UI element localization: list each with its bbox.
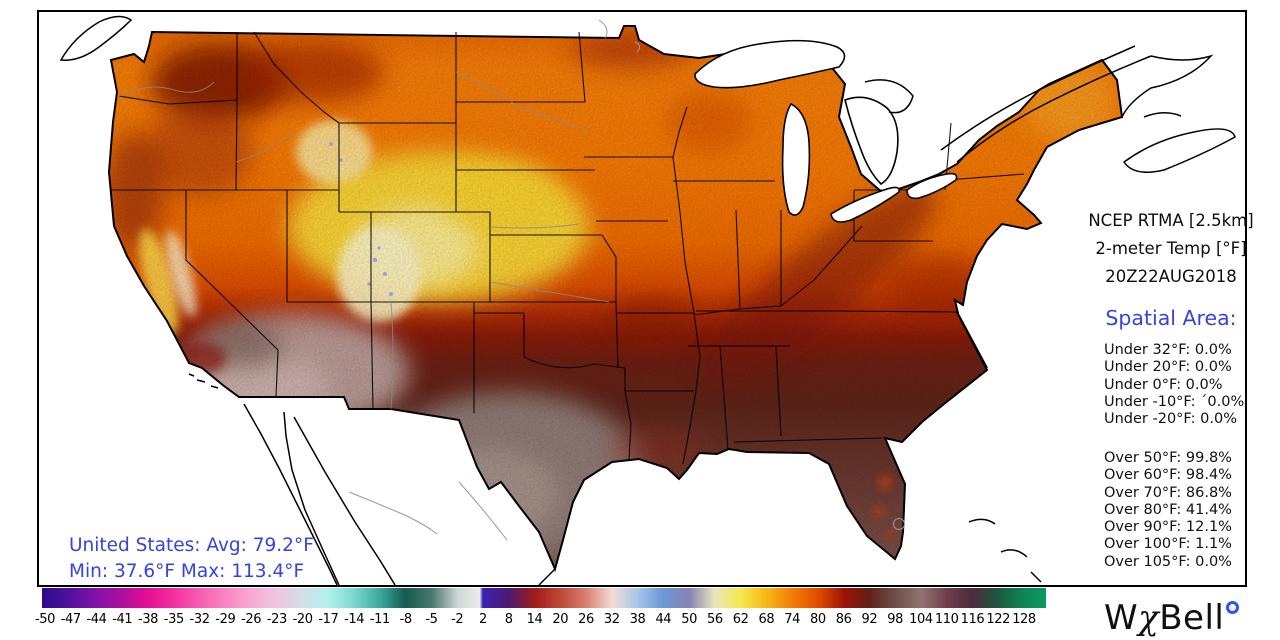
mountain-cold-specks xyxy=(329,142,393,296)
colorbar-tick: -32 xyxy=(189,612,210,627)
colorbar-tick: 44 xyxy=(655,612,672,627)
colorbar-tick: -26 xyxy=(241,612,262,627)
us-temperature-map xyxy=(59,15,1236,585)
colorbar-tick: 56 xyxy=(706,612,723,627)
lake-michigan xyxy=(781,102,811,216)
logo-w: W xyxy=(1104,598,1139,638)
colorbar-tick: -17 xyxy=(318,612,339,627)
spatial-area-heading: Spatial Area: xyxy=(1105,306,1237,330)
foreign-coastlines xyxy=(59,15,1236,585)
stat-line: Over 100°F: 1.1% xyxy=(1104,536,1232,553)
colorbar-tick: 74 xyxy=(784,612,800,627)
gaspe-coast xyxy=(1121,54,1214,118)
colorbar-tick: 122 xyxy=(986,612,1011,627)
colorbar-gradient xyxy=(42,588,1046,608)
rivers xyxy=(118,71,610,410)
stat-line: Over 90°F: 12.1% xyxy=(1104,519,1232,536)
baja-california-east xyxy=(283,411,340,585)
colorbar-tick: 110 xyxy=(934,612,959,627)
state-boundaries xyxy=(111,31,1025,465)
nova-scotia xyxy=(1122,128,1236,173)
stat-line: Over 60°F: 98.4% xyxy=(1104,467,1232,484)
colorbar-tick: -14 xyxy=(344,612,365,627)
georgian-bay xyxy=(864,79,914,114)
summary-avg: United States: Avg: 79.2°F xyxy=(69,535,314,556)
colorbar-tick: 50 xyxy=(681,612,697,627)
lake-erie xyxy=(830,186,900,223)
stat-line: Over 80°F: 41.4% xyxy=(1104,501,1232,518)
colorbar-tick: -44 xyxy=(86,612,107,627)
mexico-gulf-coast xyxy=(538,568,556,585)
product-valid-time: 20Z22AUG2018 xyxy=(1105,267,1237,286)
colorbar-tick: 38 xyxy=(629,612,646,627)
product-name: NCEP RTMA [2.5km] xyxy=(1088,211,1254,230)
product-header: NCEP RTMA [2.5km] 2-meter Temp [°F] 20Z2… xyxy=(1085,207,1257,291)
stat-line: Over 50°F: 99.8% xyxy=(1104,450,1232,466)
logo-bell: Bell xyxy=(1159,598,1225,638)
colorbar-tick: -11 xyxy=(369,612,390,627)
colorbar-tick: 68 xyxy=(758,612,775,627)
us-summary-stats: United States: Avg: 79.2°F Min: 37.6°F M… xyxy=(69,533,314,584)
st-lawrence-south-shore xyxy=(956,55,1152,163)
colorbar-tick: -41 xyxy=(112,612,133,627)
great-lakes xyxy=(694,39,958,223)
temperature-colorbar: -50 -47 -44 -41 -38 -35 -32 -29 -26 -23 -20 -17 -14-… xyxy=(35,588,1046,627)
vancouver-island xyxy=(59,15,133,61)
colorbar-tick: 26 xyxy=(578,612,594,627)
colorbar-tick: 2 xyxy=(479,612,487,627)
colorbar-tick: -20 xyxy=(292,612,313,627)
colorbar-tick: 80 xyxy=(810,612,826,627)
logo-degree-icon xyxy=(1226,601,1240,614)
stat-line: Over 70°F: 86.8% xyxy=(1104,484,1232,501)
colorbar-tick: 98 xyxy=(887,612,904,627)
map-frame xyxy=(37,10,1247,587)
weatherbell-logo: WχBell xyxy=(1104,598,1240,638)
summary-min-max: Min: 37.6°F Max: 113.4°F xyxy=(69,560,305,582)
colorbar-tick: -5 xyxy=(425,612,438,627)
lake-superior xyxy=(694,39,846,89)
stat-line: Over 105°F: 0.0% xyxy=(1104,553,1232,570)
stat-line: Under 32°F: 0.0% xyxy=(1104,342,1232,358)
colorbar-tick: -2 xyxy=(451,612,464,627)
logo-chi-glyph: χ xyxy=(1138,598,1160,638)
over-threshold-list: Over 50°F: 99.8% Over 60°F: 98.4% Over 7… xyxy=(1104,450,1232,571)
colorbar-tick: 116 xyxy=(960,612,985,627)
colorbar-tick: -35 xyxy=(163,612,184,627)
colorbar-tick: 92 xyxy=(861,612,878,627)
colorbar-tick: 104 xyxy=(909,612,933,627)
st-lawrence-north-shore xyxy=(940,45,1136,151)
colorbar-tick: 86 xyxy=(835,612,852,627)
lake-huron xyxy=(844,96,899,186)
stat-line: Under -20°F: 0.0% xyxy=(1104,411,1237,428)
foreign-interior-lines xyxy=(348,19,905,541)
prince-edward-island xyxy=(1143,112,1182,118)
baja-california-west xyxy=(243,403,338,585)
product-variable: 2-meter Temp [°F] xyxy=(1095,239,1247,258)
colorbar-tick: -29 xyxy=(215,612,236,627)
colorbar-tick: 8 xyxy=(504,612,513,627)
bahamas xyxy=(968,518,1042,583)
us-fill xyxy=(108,25,1123,570)
colorbar-tick: 128 xyxy=(1012,612,1036,627)
colorbar-tick: -47 xyxy=(60,612,81,627)
stat-line: Under -10°F: ´0.0% xyxy=(1104,393,1245,410)
colorbar-tick: 20 xyxy=(552,612,569,627)
mexico-mainland-coast xyxy=(293,416,396,585)
colorbar-tick: 62 xyxy=(732,612,749,627)
stat-line: Under 0°F: 0.0% xyxy=(1104,376,1223,393)
channel-islands xyxy=(188,373,219,389)
stat-line: Under 20°F: 0.0% xyxy=(1104,359,1232,376)
under-threshold-list: Under 32°F: 0.0% Under 20°F: 0.0% Under … xyxy=(1104,342,1244,428)
colorbar-tick: -8 xyxy=(399,612,413,627)
colorbar-tick-labels: -50 -47 -44 -41 -38 -35 -32 -29 -26 -23 -20 -17 -14-… xyxy=(35,612,1046,628)
lake-ontario xyxy=(906,172,958,200)
colorbar-tick: 14 xyxy=(526,612,543,627)
colorbar-tick: 32 xyxy=(603,612,620,627)
colorbar-tick: -50 xyxy=(34,612,56,627)
colorbar-tick: -23 xyxy=(266,612,287,627)
colorbar-tick: -38 xyxy=(138,612,159,627)
